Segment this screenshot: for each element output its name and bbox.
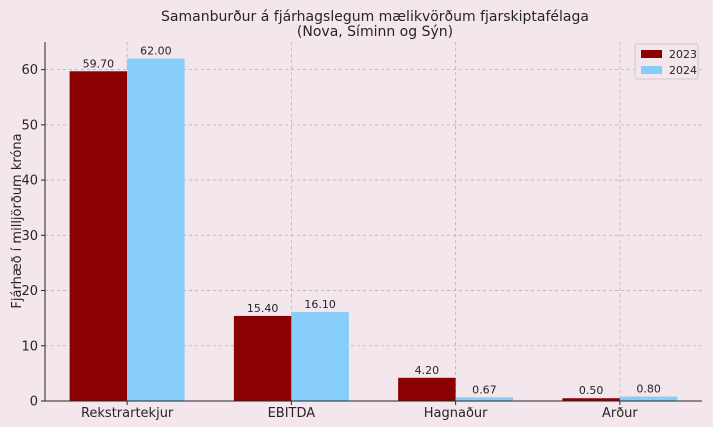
- legend: 2023 2024: [634, 43, 699, 80]
- y-tick-label: 40: [21, 174, 38, 189]
- data-label-2024-3: 0.80: [636, 383, 661, 396]
- legend-swatch-2023: [641, 50, 662, 58]
- y-tick-label: 30: [21, 229, 38, 244]
- x-tick-label: Rekstrartekjur: [81, 406, 174, 421]
- chart-title: Samanburður á fjárhagslegum mælikvörðum …: [161, 9, 589, 25]
- data-label-2024-1: 16.10: [304, 298, 336, 311]
- chart-subtitle: (Nova, Síminn og Sýn): [297, 24, 453, 40]
- data-label-2023-0: 59.70: [83, 57, 115, 70]
- legend-label-2023: 2023: [669, 48, 697, 61]
- x-tick-label: EBITDA: [268, 406, 316, 421]
- y-tick-label: 10: [21, 339, 38, 354]
- bars: [69, 58, 678, 402]
- bar-2023-3: [562, 398, 620, 401]
- data-label-2024-0: 62.00: [140, 45, 172, 58]
- legend-swatch-2024: [641, 66, 662, 74]
- bar-2024-2: [455, 397, 514, 401]
- data-labels: 59.70 15.40 4.20 0.50 62.00 16.10 0.67 0.80: [83, 45, 661, 398]
- data-label-2023-1: 15.40: [247, 302, 279, 315]
- data-label-2023-2: 4.20: [415, 364, 440, 377]
- x-tick-label: Arður: [602, 406, 638, 421]
- y-tick-label: 0: [30, 395, 38, 410]
- bar-2023-0: [69, 71, 128, 401]
- bar-2024-0: [127, 58, 185, 402]
- y-tick-label: 60: [21, 63, 38, 78]
- bar-2024-3: [619, 396, 678, 401]
- y-axis-label: Fjárhæð í milljörðum króna: [10, 133, 25, 308]
- bar-2023-1: [233, 315, 292, 401]
- legend-label-2024: 2024: [669, 64, 697, 77]
- y-tick-label: 50: [21, 118, 38, 133]
- data-label-2023-3: 0.50: [579, 384, 604, 397]
- axes: 0 10 20 30 40 50 60 Rekstrartekjur EBITDA Hagnaðu…: [21, 42, 702, 421]
- bar-2023-2: [398, 377, 456, 401]
- bar-2024-1: [291, 312, 349, 401]
- x-tick-label: Hagnaður: [424, 406, 488, 421]
- data-label-2024-2: 0.67: [472, 383, 497, 396]
- y-tick-label: 20: [21, 284, 38, 299]
